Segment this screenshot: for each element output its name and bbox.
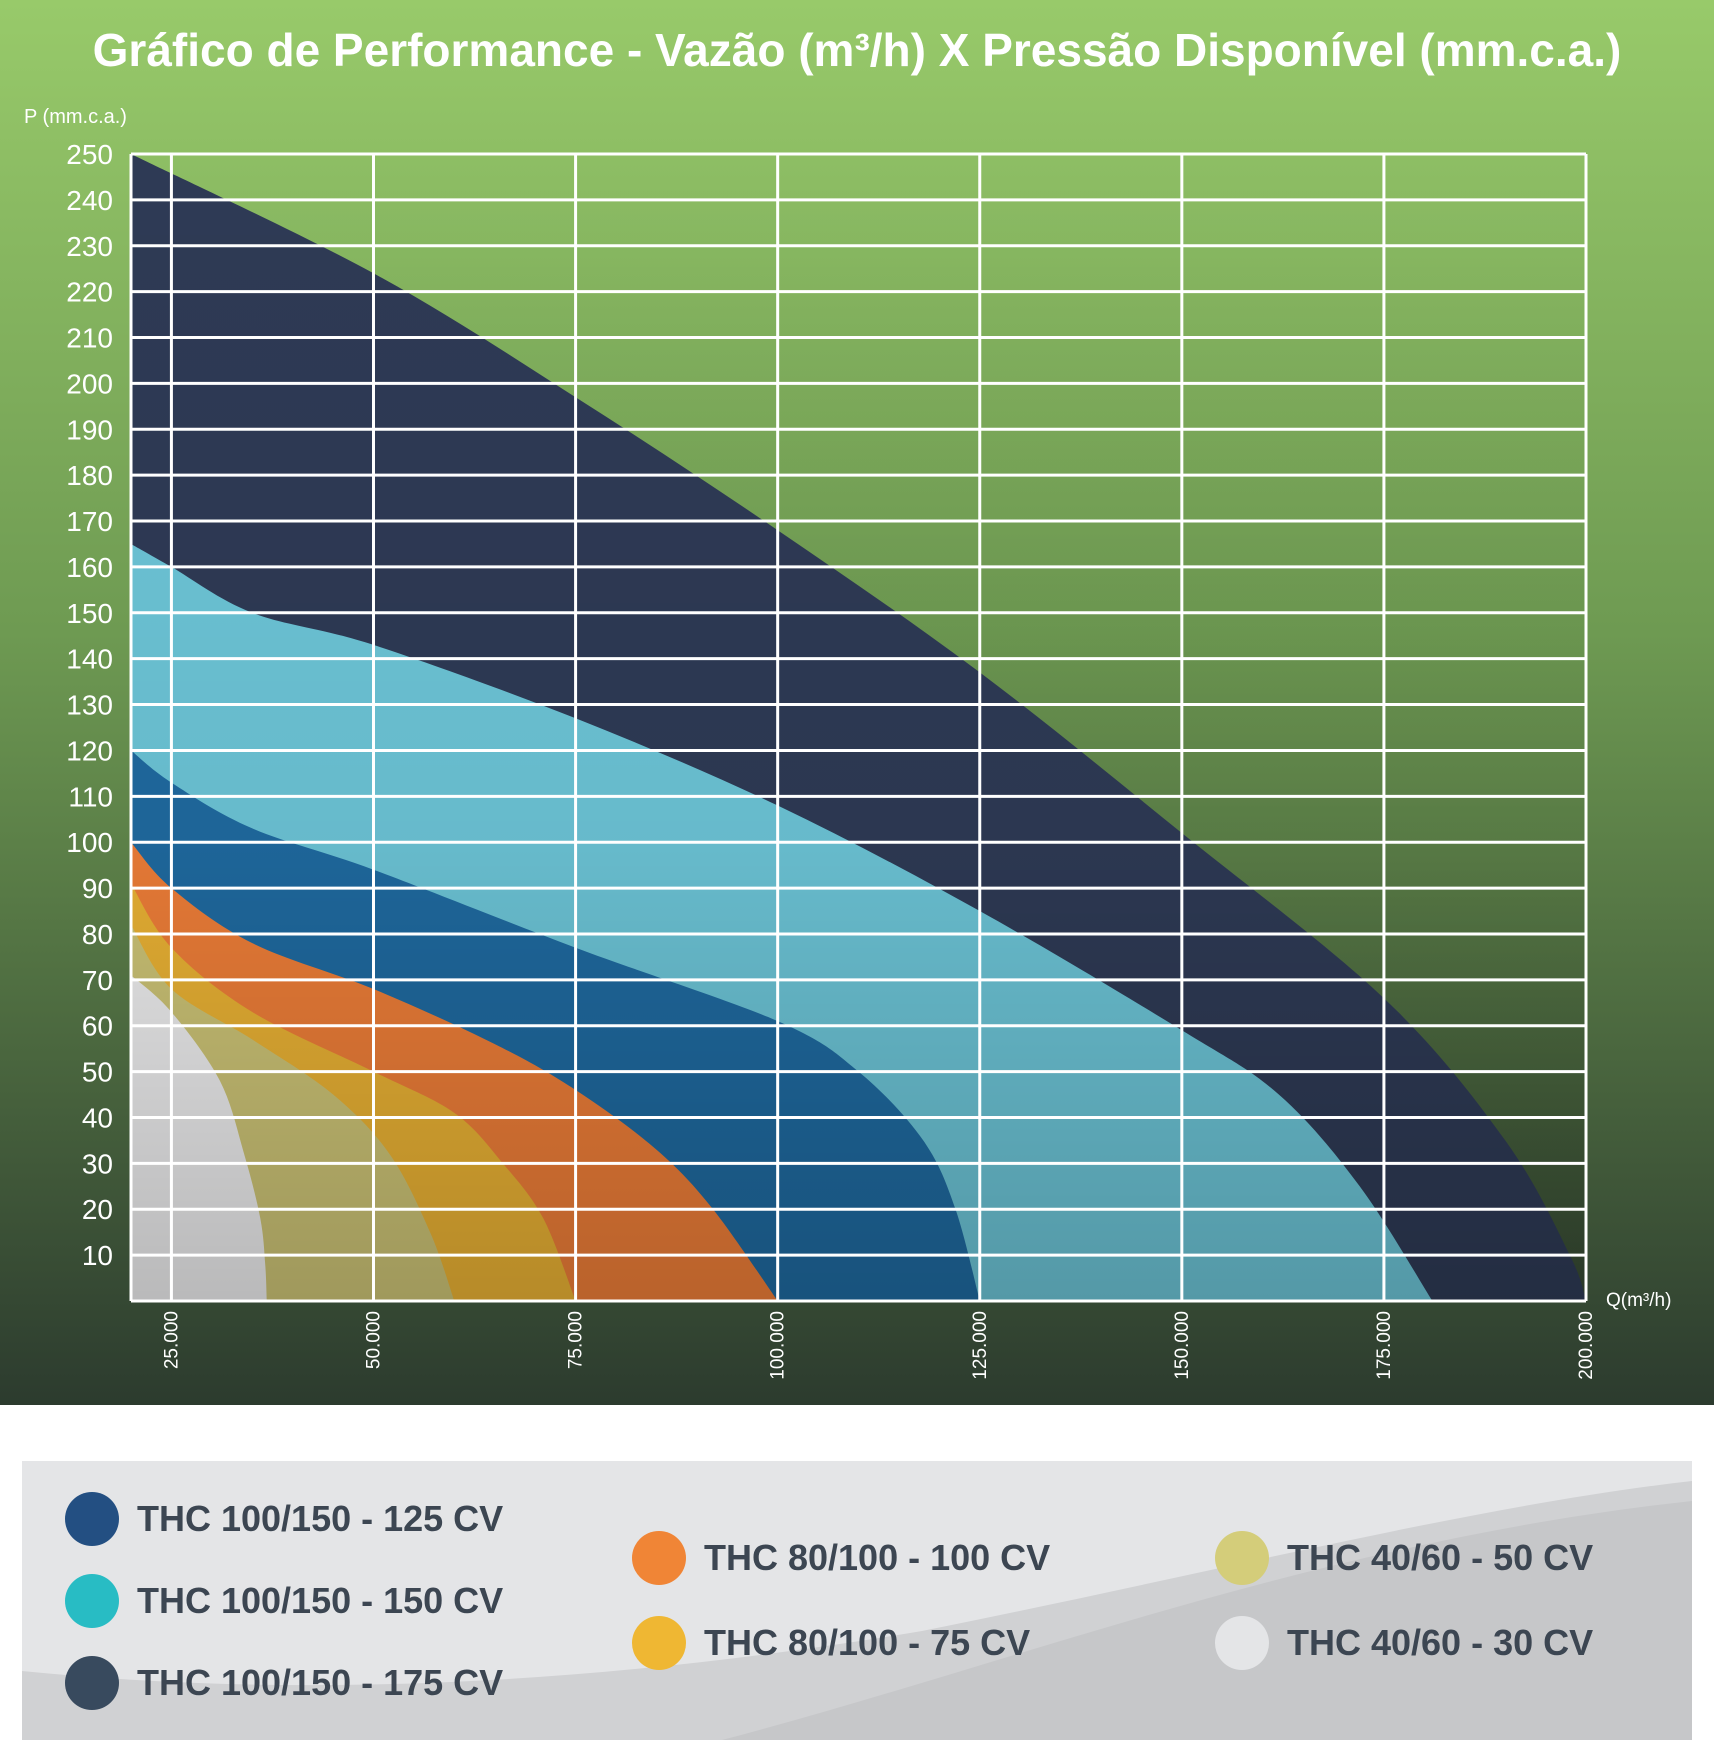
legend-item-thc-40-60-50cv: THC 40/60 - 50 CV xyxy=(1215,1528,1593,1588)
x-tick-label: 25.000 xyxy=(161,1311,182,1369)
y-tick-label: 190 xyxy=(66,414,113,445)
legend-item-thc-80-100-100cv: THC 80/100 - 100 CV xyxy=(632,1528,1050,1588)
x-tick-label: 175.000 xyxy=(1374,1311,1395,1380)
y-tick-label: 120 xyxy=(66,735,113,766)
y-tick-label: 160 xyxy=(66,552,113,583)
x-axis-label: Q(m³/h) xyxy=(1606,1290,1671,1311)
legend-label: THC 40/60 - 30 CV xyxy=(1287,1622,1594,1663)
legend-item-thc-100-150-175cv: THC 100/150 - 175 CV xyxy=(65,1653,503,1713)
legend-item-thc-100-150-125cv: THC 100/150 - 125 CV xyxy=(65,1489,503,1549)
y-tick-label: 240 xyxy=(66,185,113,216)
legend-swatch-icon xyxy=(65,1492,119,1546)
y-tick-label: 230 xyxy=(66,231,113,262)
x-tick-label: 200.000 xyxy=(1576,1311,1597,1380)
legend-item-thc-40-60-30cv: THC 40/60 - 30 CV xyxy=(1215,1613,1593,1673)
legend-swatch-icon xyxy=(1215,1531,1269,1585)
x-tick-label: 100.000 xyxy=(768,1311,789,1380)
y-tick-label: 20 xyxy=(82,1194,113,1225)
legend-background xyxy=(22,1481,1692,1740)
legend-swatch-icon xyxy=(65,1656,119,1710)
y-tick-label: 130 xyxy=(66,690,113,721)
x-tick-label: 150.000 xyxy=(1172,1311,1193,1380)
x-tick-label: 125.000 xyxy=(970,1311,991,1380)
chart-panel: Gráfico de Performance - Vazão (m³/h) X … xyxy=(0,0,1714,1405)
y-tick-labels: 10 20 30 40 50 60 70 80 90 100 110 120 130 140 150 160 1… xyxy=(66,139,113,1271)
legend-swatch-icon xyxy=(632,1531,686,1585)
y-tick-label: 250 xyxy=(66,139,113,170)
performance-chart: Gráfico de Performance - Vazão (m³/h) X … xyxy=(0,0,1714,1405)
y-tick-label: 220 xyxy=(66,277,113,308)
chart-title: Gráfico de Performance - Vazão (m³/h) X … xyxy=(93,24,1622,76)
legend-label: THC 100/150 - 175 CV xyxy=(137,1662,504,1703)
x-tick-labels: 25.000 50.000 75.000 100.000 125.000 150.000 1… xyxy=(161,1311,1597,1380)
y-tick-label: 70 xyxy=(82,965,113,996)
legend-label: THC 100/150 - 150 CV xyxy=(137,1580,504,1621)
legend-item-thc-80-100-75cv: THC 80/100 - 75 CV xyxy=(632,1613,1030,1673)
legend-item-thc-100-150-150cv: THC 100/150 - 150 CV xyxy=(65,1571,503,1631)
legend-label: THC 100/150 - 125 CV xyxy=(137,1498,504,1539)
y-tick-label: 150 xyxy=(66,598,113,629)
y-tick-label: 10 xyxy=(82,1240,113,1271)
y-tick-label: 200 xyxy=(66,368,113,399)
legend-panel: THC 100/150 - 125 CV THC 100/150 - 150 C… xyxy=(22,1461,1692,1740)
legend-label: THC 40/60 - 50 CV xyxy=(1287,1537,1594,1578)
legend-swatch-icon xyxy=(632,1616,686,1670)
y-tick-label: 60 xyxy=(82,1011,113,1042)
y-tick-label: 110 xyxy=(68,781,113,812)
y-tick-label: 170 xyxy=(66,506,113,537)
grid-layer xyxy=(129,152,1588,1303)
y-tick-label: 180 xyxy=(66,460,113,491)
y-tick-label: 80 xyxy=(82,919,113,950)
legend-swatch-icon xyxy=(65,1574,119,1628)
legend-label: THC 80/100 - 100 CV xyxy=(704,1537,1051,1578)
y-tick-label: 90 xyxy=(82,873,113,904)
y-tick-label: 140 xyxy=(66,644,113,675)
legend-label: THC 80/100 - 75 CV xyxy=(704,1622,1031,1663)
y-tick-label: 50 xyxy=(82,1057,113,1088)
y-tick-label: 210 xyxy=(66,323,113,354)
y-axis-label: P (mm.c.a.) xyxy=(24,106,127,128)
y-tick-label: 100 xyxy=(66,827,113,858)
y-tick-label: 30 xyxy=(82,1148,113,1179)
legend-swatch-icon xyxy=(1215,1616,1269,1670)
x-tick-label: 75.000 xyxy=(566,1311,587,1369)
x-tick-label: 50.000 xyxy=(364,1311,385,1369)
shading-overlay xyxy=(131,154,1586,1301)
y-tick-label: 40 xyxy=(82,1102,113,1133)
